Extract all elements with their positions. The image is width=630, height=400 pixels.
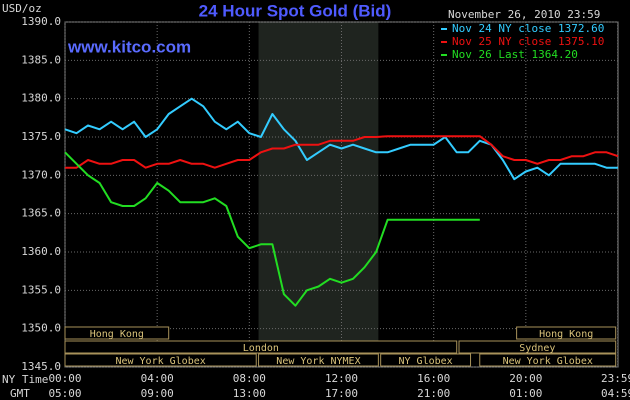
- plot-area: [64, 21, 619, 368]
- session-label: Hong Kong: [539, 329, 593, 340]
- session-label: London: [243, 343, 279, 354]
- session-label: NY Globex: [399, 356, 453, 367]
- y-tick-label: 1380.0: [21, 92, 61, 105]
- y-tick-label: 1390.0: [21, 15, 61, 28]
- x-tick-label-gmt: 21:00: [417, 387, 450, 400]
- x-tick-label-gmt: 13:00: [233, 387, 266, 400]
- x-tick-label: 20:00: [509, 372, 542, 385]
- chart-title: 24 Hour Spot Gold (Bid): [199, 1, 392, 20]
- x-row-label: NY Time: [2, 373, 48, 386]
- timestamp: November 26, 2010 23:59: [448, 8, 600, 21]
- x-tick-label-gmt: 04:59: [601, 387, 630, 400]
- session-bar: [64, 353, 257, 367]
- y-tick-label: 1370.0: [21, 168, 61, 181]
- series-line: [64, 97, 618, 181]
- x-tick-label-gmt: 17:00: [325, 387, 358, 400]
- x-tick-label: 12:00: [325, 372, 358, 385]
- legend-entry: Nov 24 NY close 1372.60: [452, 22, 604, 35]
- y-axis-label: USD/oz: [2, 2, 42, 15]
- session-bar: [64, 326, 170, 340]
- legend-entry: Nov 25 NY close 1375.10: [452, 35, 604, 48]
- legend-entry: Nov 26 Last 1364.20: [452, 48, 578, 61]
- y-tick-label: 1355.0: [21, 283, 61, 296]
- session-bar: [64, 340, 458, 354]
- y-tick-label: 1365.0: [21, 207, 61, 220]
- x-tick-label: 04:00: [141, 372, 174, 385]
- highlight-band: [258, 22, 379, 367]
- x-tick-label: 16:00: [417, 372, 450, 385]
- y-tick-label: 1360.0: [21, 245, 61, 258]
- session-label: Hong Kong: [90, 329, 144, 340]
- session-bar: [516, 326, 617, 340]
- x-tick-label: 23:59: [601, 372, 630, 385]
- x-tick-label-gmt: 01:00: [509, 387, 542, 400]
- y-tick-label: 1350.0: [21, 322, 61, 335]
- session-label: Sydney: [519, 343, 555, 354]
- y-tick-label: 1385.0: [21, 53, 61, 66]
- session-bar: [258, 353, 379, 367]
- session-bar: [458, 340, 617, 354]
- series-line: [64, 151, 480, 307]
- x-row-label: GMT: [10, 387, 30, 400]
- session-label: New York NYMEX: [276, 356, 360, 367]
- x-tick-label-gmt: 09:00: [141, 387, 174, 400]
- y-tick-label: 1345.0: [21, 360, 61, 373]
- session-label: New York Globex: [115, 356, 205, 367]
- series-line: [65, 135, 619, 169]
- y-tick-label: 1375.0: [21, 130, 61, 143]
- session-bar: [380, 353, 472, 367]
- x-tick-label-gmt: 05:00: [48, 387, 81, 400]
- x-tick-label: 00:00: [48, 372, 81, 385]
- watermark: www.kitco.com: [67, 37, 191, 56]
- x-tick-label: 08:00: [233, 372, 266, 385]
- session-label: New York Globex: [503, 356, 593, 367]
- session-bar: [479, 353, 617, 367]
